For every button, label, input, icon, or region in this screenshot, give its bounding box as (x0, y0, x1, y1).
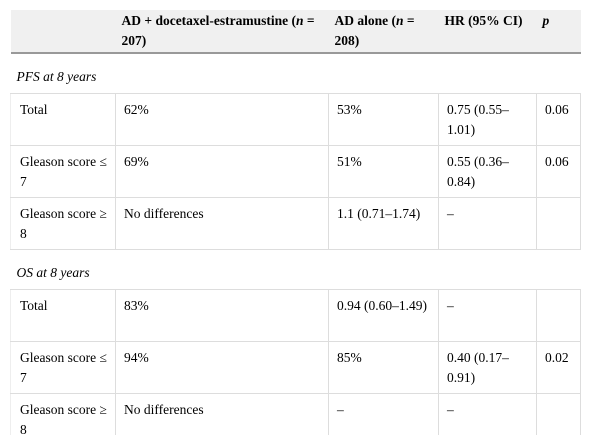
header-text: AD + docetaxel-estramustine ( (121, 13, 297, 28)
spacer (11, 53, 581, 62)
header-text: HR (95% CI) (444, 13, 523, 28)
cell: – (328, 393, 439, 435)
cell: 0.40 (0.17–0.91) (438, 341, 537, 394)
data-row: Gleason score ≥ 8 No differences 1.1 (0.71… (10, 197, 581, 250)
header-cell (10, 10, 116, 54)
cell: Total (10, 93, 116, 146)
cell: 0.02 (536, 341, 581, 394)
section-title: PFS at 8 years (10, 62, 581, 94)
data-row: Gleason score ≥ 8 No differences – – (10, 393, 581, 435)
cell: – (438, 197, 537, 250)
section-row: OS at 8 years (10, 258, 581, 290)
cell: 0.06 (536, 145, 581, 198)
cell: – (438, 393, 537, 435)
cell: Gleason score ≥ 8 (10, 393, 116, 435)
empty-cell (536, 393, 581, 435)
header-text: n (396, 13, 404, 28)
cell: 0.06 (536, 93, 581, 146)
header-cell: AD + docetaxel-estramustine (n = 207) (115, 10, 329, 54)
spacer-row (11, 53, 581, 62)
cell: 94% (115, 341, 329, 394)
empty-cell (536, 197, 581, 250)
data-row: Total 83% 0.94 (0.60–1.49) – (10, 289, 581, 342)
spacer-row (11, 250, 581, 259)
cell: Total (10, 289, 116, 342)
cell: 85% (328, 341, 439, 394)
empty-cell (536, 289, 581, 342)
header-text: = 207) (121, 13, 315, 48)
header-text: p (542, 13, 550, 28)
cell: 53% (328, 93, 439, 146)
cell: – (438, 289, 537, 342)
header-text: n (296, 13, 304, 28)
cell: 0.94 (0.60–1.49) (328, 289, 439, 342)
cell: Gleason score ≥ 8 (10, 197, 116, 250)
header-cell: AD alone (n = 208) (328, 10, 439, 54)
cell: 51% (328, 145, 439, 198)
header-cell: HR (95% CI) (438, 10, 537, 54)
results-table: AD + docetaxel-estramustine (n = 207) AD … (10, 10, 581, 435)
spacer (11, 250, 581, 259)
cell: 62% (115, 93, 329, 146)
cell: Gleason score ≤ 7 (10, 341, 116, 394)
header-cell: p (536, 10, 581, 54)
cell: 83% (115, 289, 329, 342)
data-row: Gleason score ≤ 7 94% 85% 0.40 (0.17–0.91) 0… (10, 341, 581, 394)
cell: No differences (115, 197, 329, 250)
cell: No differences (115, 393, 329, 435)
data-row: Gleason score ≤ 7 69% 51% 0.55 (0.36–0.84) 0… (10, 145, 581, 198)
cell: 1.1 (0.71–1.74) (328, 197, 439, 250)
header-text: = 208) (334, 13, 415, 48)
header-text: AD alone ( (334, 13, 397, 28)
section-title: OS at 8 years (10, 258, 581, 290)
cell: 69% (115, 145, 329, 198)
header-row: AD + docetaxel-estramustine (n = 207) AD … (10, 10, 581, 54)
cell: 0.75 (0.55–1.01) (438, 93, 537, 146)
cell: Gleason score ≤ 7 (10, 145, 116, 198)
section-row: PFS at 8 years (10, 62, 581, 94)
data-row: Total 62% 53% 0.75 (0.55–1.01) 0.06 (10, 93, 581, 146)
cell: 0.55 (0.36–0.84) (438, 145, 537, 198)
